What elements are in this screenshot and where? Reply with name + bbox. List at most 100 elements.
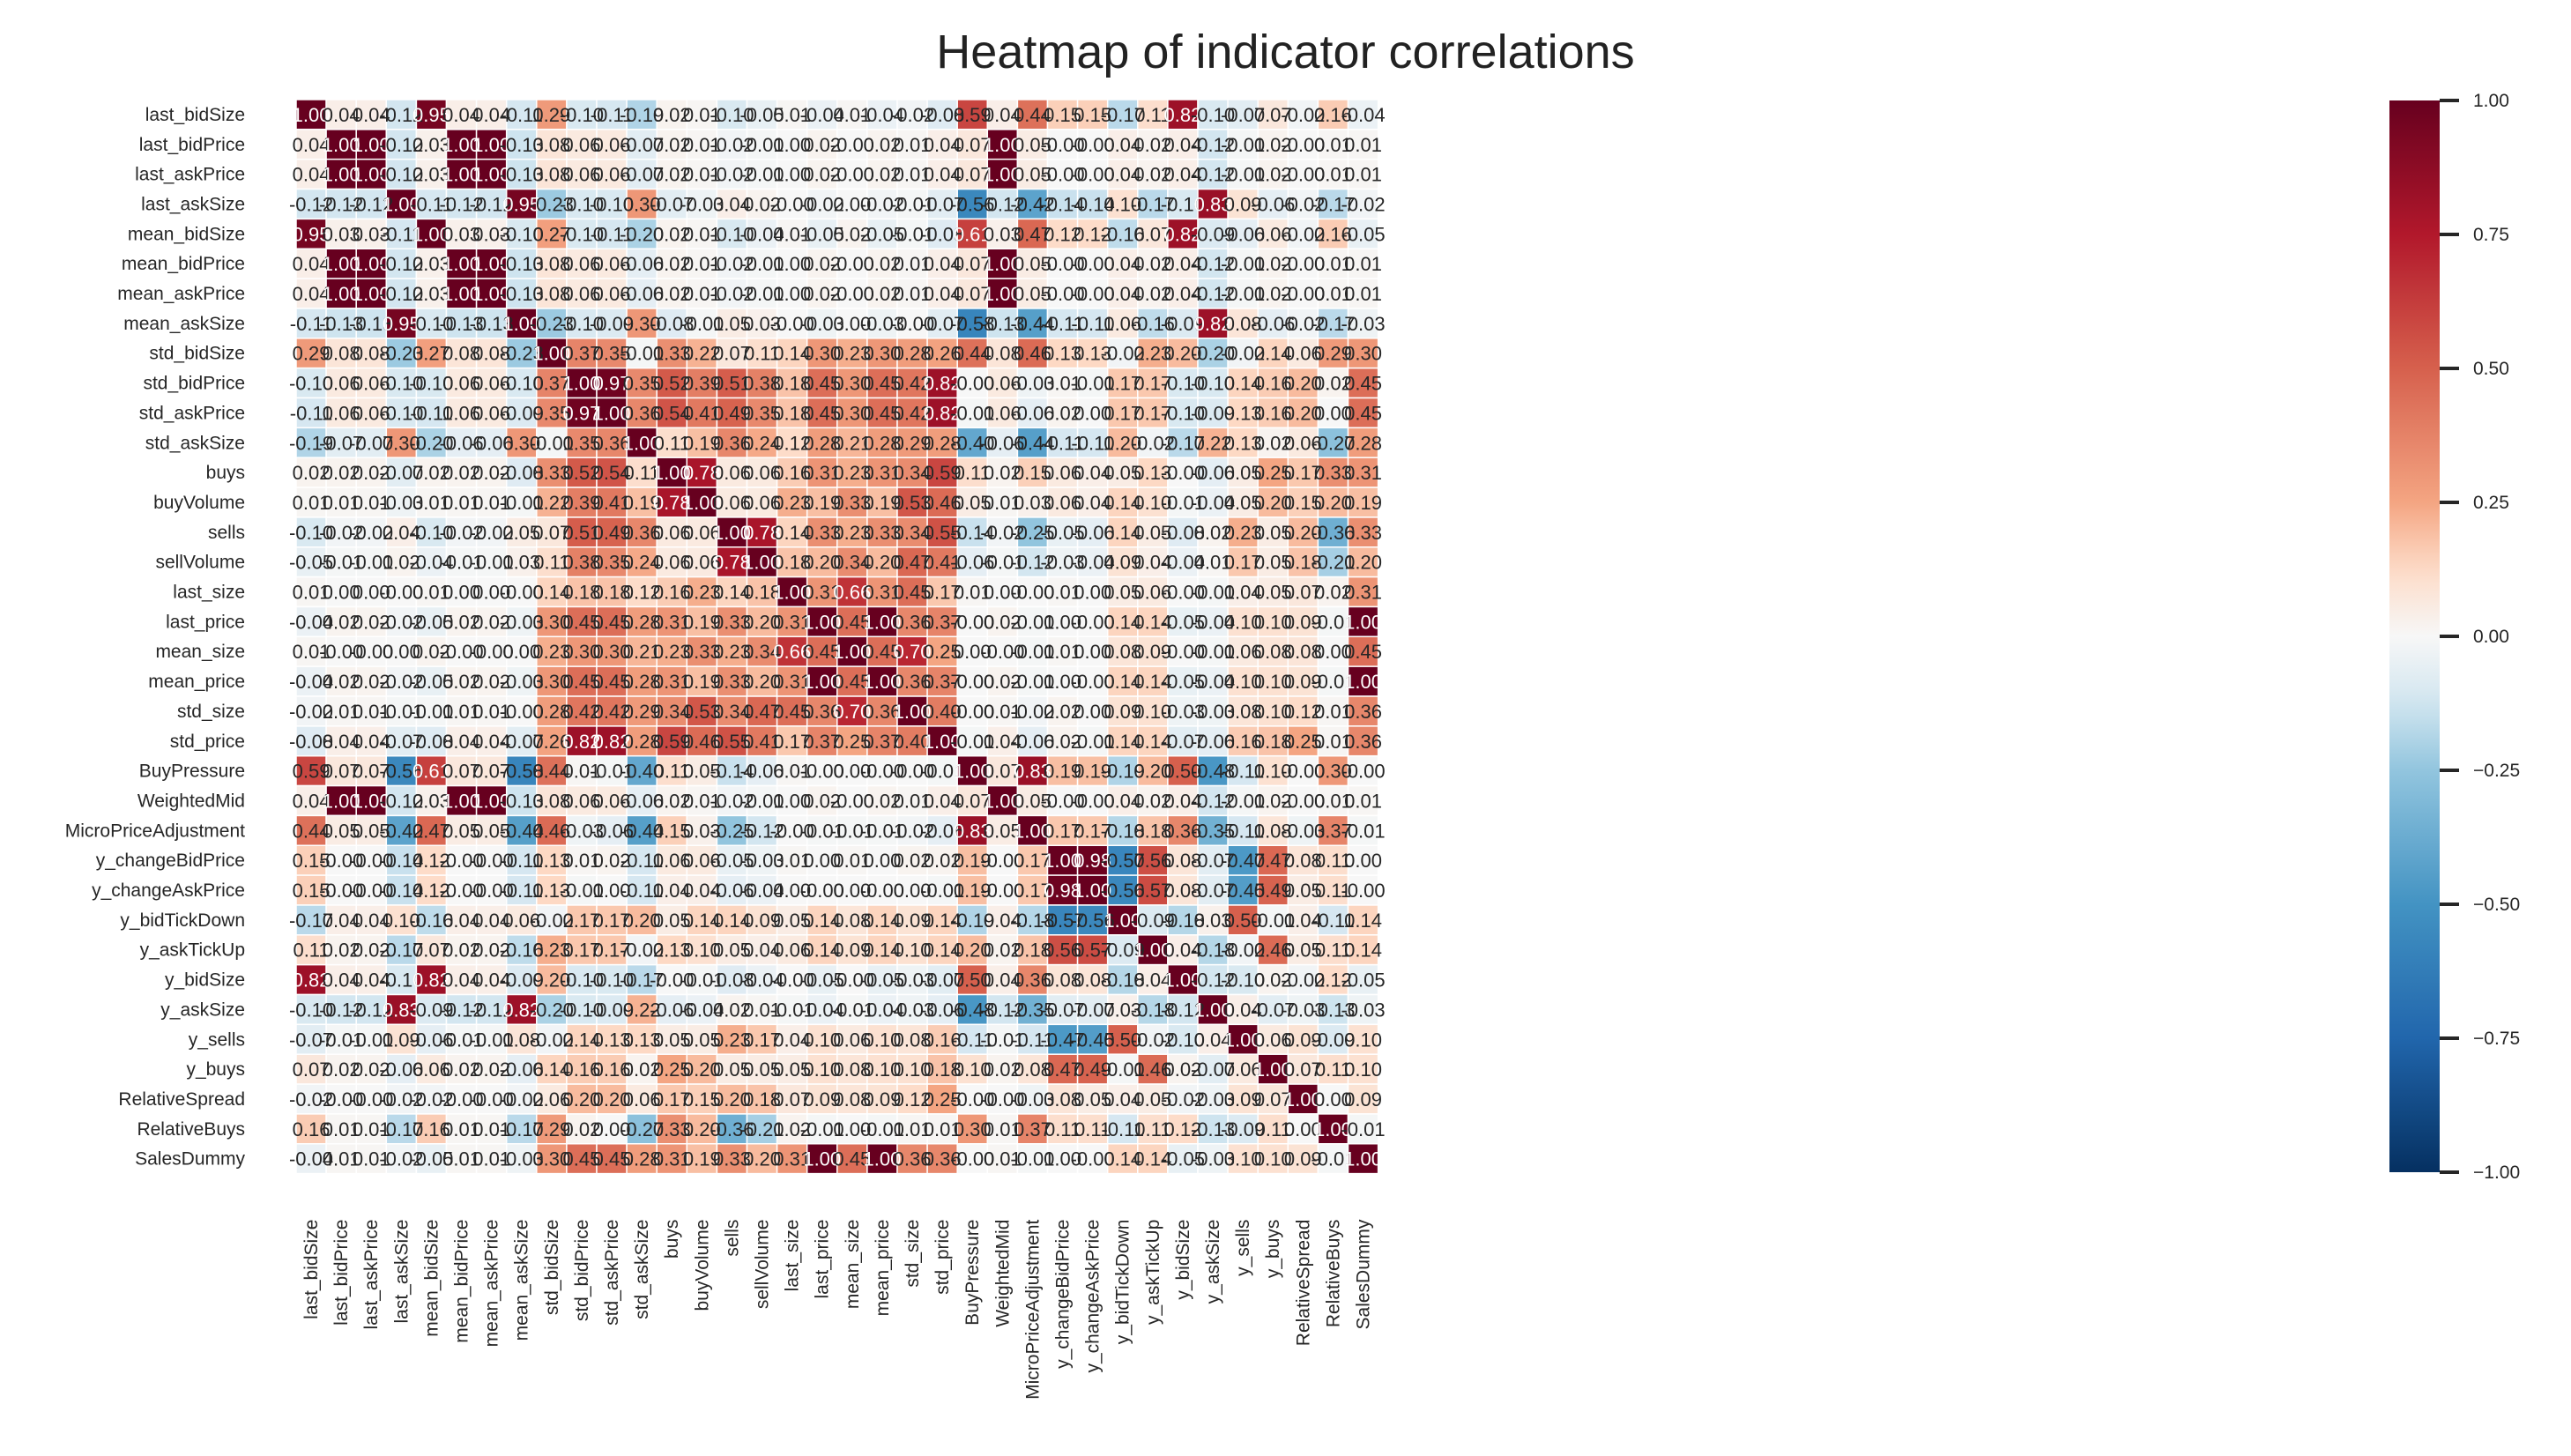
y-tick-label: y_changeAskPrice bbox=[92, 880, 245, 901]
heatmap-cell bbox=[776, 516, 808, 548]
heatmap-cell bbox=[1287, 516, 1319, 548]
y-tick-label: y_changeBidPrice bbox=[96, 851, 245, 871]
heatmap-cell bbox=[926, 248, 958, 279]
cell-value-label: 0.36 bbox=[1344, 731, 1382, 753]
heatmap-cell bbox=[385, 516, 418, 548]
heatmap-cell bbox=[1347, 487, 1379, 518]
heatmap-cell bbox=[836, 99, 868, 130]
heatmap-cell bbox=[1287, 278, 1319, 309]
heatmap-cell bbox=[1347, 188, 1379, 220]
heatmap-cell bbox=[776, 338, 808, 369]
x-tick-label: BuyPressure bbox=[962, 1220, 983, 1326]
heatmap-cell bbox=[1197, 158, 1229, 190]
heatmap-cell bbox=[1137, 278, 1169, 309]
heatmap-cell bbox=[656, 188, 688, 220]
heatmap-cell bbox=[686, 278, 718, 309]
cell-value-label: 0.01 bbox=[1344, 164, 1382, 186]
heatmap-cell bbox=[1287, 487, 1319, 518]
heatmap-cell bbox=[566, 278, 598, 309]
heatmap-cell bbox=[1197, 367, 1229, 399]
heatmap-cell bbox=[1287, 338, 1319, 369]
x-tick-label: mean_price bbox=[873, 1220, 893, 1317]
heatmap-cell bbox=[536, 546, 568, 578]
cell-value-label: 1.00 bbox=[1344, 611, 1382, 633]
heatmap-cell bbox=[1167, 427, 1199, 458]
heatmap-cell bbox=[686, 457, 718, 488]
y-tick-label: mean_size bbox=[155, 642, 245, 662]
x-tick-label: last_bidPrice bbox=[331, 1220, 352, 1326]
heatmap-cell bbox=[776, 188, 808, 220]
heatmap-cell bbox=[836, 457, 868, 488]
heatmap-cell bbox=[686, 308, 718, 339]
cell-value-label: -0.01 bbox=[1341, 1118, 1385, 1140]
y-tick-label: buys bbox=[206, 463, 245, 483]
y-tick-label: y_sells bbox=[189, 1029, 245, 1050]
cell-value-label: 0.33 bbox=[1344, 522, 1382, 544]
heatmap-cell bbox=[806, 457, 838, 488]
heatmap-cell bbox=[295, 487, 327, 518]
heatmap-cell bbox=[986, 397, 1019, 429]
x-tick-label: RelativeSpread bbox=[1293, 1220, 1313, 1347]
heatmap-cell bbox=[836, 278, 868, 309]
heatmap-cell bbox=[596, 516, 628, 548]
x-tick-label: last_askSize bbox=[391, 1220, 412, 1324]
heatmap-cell bbox=[836, 487, 868, 518]
heatmap-cell bbox=[1167, 278, 1199, 309]
heatmap-cell bbox=[1347, 129, 1379, 160]
heatmap-cell bbox=[896, 397, 928, 429]
heatmap-cell bbox=[866, 129, 898, 160]
x-tick-label: mean_size bbox=[843, 1220, 863, 1310]
heatmap-cell bbox=[385, 546, 418, 578]
heatmap-cell bbox=[505, 457, 538, 488]
heatmap-cells bbox=[295, 99, 1379, 1175]
y-tick-label: mean_askPrice bbox=[117, 284, 245, 304]
heatmap-cell bbox=[536, 218, 568, 249]
heatmap-cell bbox=[806, 308, 838, 339]
heatmap-cell bbox=[1046, 99, 1079, 130]
heatmap-cell bbox=[1167, 397, 1199, 429]
heatmap-cell bbox=[1106, 129, 1139, 160]
heatmap-cell bbox=[325, 397, 357, 429]
heatmap-cell bbox=[1347, 248, 1379, 279]
heatmap-cell bbox=[1197, 487, 1229, 518]
y-tick-label: last_bidSize bbox=[145, 105, 245, 125]
x-tick-label: last_price bbox=[813, 1220, 833, 1299]
heatmap-cell bbox=[716, 99, 748, 130]
heatmap-cell bbox=[1076, 158, 1109, 190]
cell-value-label: 0.19 bbox=[1344, 492, 1382, 514]
heatmap-cell bbox=[806, 487, 838, 518]
x-tick-label: SalesDummy bbox=[1354, 1219, 1374, 1329]
heatmap-cell bbox=[956, 248, 989, 279]
heatmap-cell bbox=[1317, 218, 1349, 249]
y-tick-label: mean_price bbox=[148, 672, 245, 692]
x-tick-label: y_askTickUp bbox=[1143, 1220, 1163, 1325]
heatmap-cell bbox=[415, 129, 448, 160]
heatmap-cell bbox=[1137, 188, 1169, 220]
heatmap-cell bbox=[505, 99, 538, 130]
colorbar-tick-label: 0.75 bbox=[2473, 225, 2509, 245]
heatmap-cell bbox=[385, 158, 418, 190]
heatmap-cell bbox=[866, 397, 898, 429]
heatmap-cell bbox=[716, 457, 748, 488]
heatmap-cell bbox=[866, 457, 898, 488]
heatmap-cell bbox=[325, 516, 357, 548]
heatmap-cell bbox=[475, 427, 508, 458]
heatmap-cell bbox=[415, 218, 448, 249]
cell-value-label: 0.45 bbox=[1344, 373, 1382, 395]
x-tick-label: y_sells bbox=[1233, 1220, 1253, 1276]
heatmap-cell bbox=[1137, 248, 1169, 279]
heatmap-cell bbox=[566, 546, 598, 578]
heatmap-cell bbox=[686, 99, 718, 130]
heatmap-cell bbox=[1257, 278, 1289, 309]
heatmap-cell bbox=[536, 248, 568, 279]
cell-value-label: -0.01 bbox=[1341, 820, 1385, 842]
cell-value-label: 0.45 bbox=[1344, 641, 1382, 663]
heatmap-cell bbox=[626, 129, 658, 160]
x-tick-label: last_bidSize bbox=[301, 1220, 322, 1319]
heatmap-cell bbox=[385, 308, 418, 339]
heatmap-cell bbox=[716, 278, 748, 309]
heatmap-cell bbox=[986, 367, 1019, 399]
colorbar: 1.00 0.75 0.50 0.25 0.00 −0.25 −0.50 −0.75 −1.00 bbox=[2389, 91, 2520, 1183]
heatmap-cell bbox=[1317, 397, 1349, 429]
heatmap-cell bbox=[355, 129, 388, 160]
